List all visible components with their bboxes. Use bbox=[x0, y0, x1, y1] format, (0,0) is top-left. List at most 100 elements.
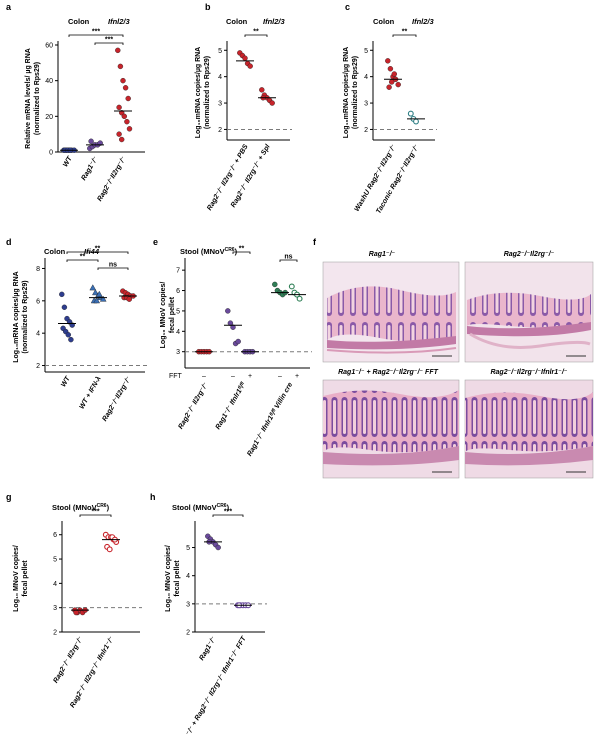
y-tick-label: 3 bbox=[186, 601, 190, 608]
y-tick-label: 60 bbox=[45, 43, 53, 50]
data-point bbox=[61, 304, 68, 310]
fft-sign: + bbox=[295, 373, 299, 380]
fft-sign: + bbox=[248, 373, 252, 380]
y-tick-label: 6 bbox=[36, 298, 40, 305]
significance-label: ns bbox=[109, 262, 117, 269]
data-point bbox=[59, 291, 65, 298]
chart-b: 2 3 4 5 Log₁₀mRNA copies/µg RNA (normalized t… bbox=[195, 29, 292, 212]
y-tick-label: 4 bbox=[176, 329, 180, 336]
y-tick-label: 2 bbox=[36, 363, 40, 370]
svg-text:Ifnl2/3: Ifnl2/3 bbox=[108, 17, 131, 26]
y-tick-label: 3 bbox=[53, 605, 57, 612]
chart-c: 2 3 4 5 Log₁₀mRNA copies/µg RNA (normalized t… bbox=[343, 29, 437, 215]
y-axis-label: Log₁₀mRNA copies/µg RNA bbox=[195, 47, 202, 139]
y-axis-label: Log₁₀mRNA copies/µg RNA bbox=[13, 271, 20, 363]
data-point bbox=[247, 63, 253, 69]
significance-bracket bbox=[97, 267, 129, 270]
data-point bbox=[391, 71, 397, 77]
panel-c-title: Colon Ifnl2/3 bbox=[373, 17, 435, 26]
data-point bbox=[106, 546, 113, 553]
significance-label: ** bbox=[80, 254, 86, 261]
data-point bbox=[387, 66, 394, 72]
significance-bracket bbox=[66, 251, 129, 254]
data-point bbox=[385, 58, 391, 64]
panel-letter-f: f bbox=[313, 237, 317, 247]
panel-letter-h: h bbox=[150, 492, 156, 502]
data-point bbox=[269, 100, 275, 106]
fft-sign: – bbox=[202, 373, 206, 380]
y-tick-label: 40 bbox=[45, 78, 53, 85]
histology-rag1: Rag1⁻/⁻ bbox=[322, 251, 460, 363]
data-point bbox=[124, 118, 130, 125]
data-point bbox=[92, 289, 99, 296]
x-tick-label: Rag2⁻/⁻Il2rg⁻/⁻ bbox=[96, 155, 127, 203]
y-axis-label: Log₁₀ MNoV copies/ bbox=[160, 282, 167, 349]
x-tick-label: Rag1⁻/⁻ bbox=[198, 635, 217, 662]
x-tick-label: Rag2⁻/⁻ Il2rg⁻/⁻ + PBS bbox=[206, 143, 250, 212]
data-point bbox=[120, 77, 126, 84]
significance-label: *** bbox=[105, 37, 113, 44]
y-tick-label: 6 bbox=[176, 288, 180, 295]
data-point bbox=[126, 296, 133, 302]
data-point bbox=[125, 95, 131, 102]
histology-label-rag2-il2rg: Rag2⁻/⁻Il2rg⁻/⁻ bbox=[504, 251, 555, 258]
y-tick-label: 2 bbox=[186, 630, 190, 637]
y-tick-label: 3 bbox=[218, 101, 222, 108]
y-tick-label: 2 bbox=[364, 127, 368, 134]
significance-bracket bbox=[68, 34, 124, 37]
y-axis-label: (normalized to Rps29) bbox=[352, 56, 359, 129]
data-point bbox=[296, 295, 303, 302]
y-axis-label: Relative mRNA levels/ µg RNA bbox=[25, 48, 32, 149]
fft-sign: – bbox=[278, 373, 282, 380]
data-point bbox=[68, 336, 74, 343]
histology-rag2-il2rg: Rag2⁻/⁻Il2rg⁻/⁻ bbox=[464, 251, 594, 363]
data-point bbox=[116, 104, 122, 111]
y-tick-label: 6 bbox=[53, 532, 57, 539]
y-tick-label: 0 bbox=[49, 150, 53, 157]
data-point bbox=[389, 79, 395, 85]
chart-g: 2 3 4 5 6 Log₁₀ MNoV copies/fecal pellet *** Ra… bbox=[13, 509, 142, 709]
data-point bbox=[115, 47, 121, 54]
x-tick-label: Rag1⁻/⁻ bbox=[80, 155, 99, 182]
x-tick-label: WashU Rag2⁻/⁻Il2rg⁻/⁻ bbox=[354, 143, 398, 213]
x-tick-label: Rag2⁻/⁻ Il2rg⁻/⁻ + Spl bbox=[230, 143, 272, 209]
significance-label: ** bbox=[95, 246, 101, 253]
data-point bbox=[99, 295, 107, 302]
significance-bracket bbox=[232, 251, 251, 254]
panel-letter-e: e bbox=[153, 237, 158, 247]
group-label: Rag2⁻/⁻ Il2rg⁻/⁻ bbox=[177, 381, 209, 430]
histology-label-rag2-il2rg-ifnlr1: Rag2⁻/⁻Il2rg⁻/⁻Ifnlr1⁻/⁻ bbox=[490, 369, 567, 376]
data-point bbox=[215, 544, 221, 551]
significance-bracket bbox=[212, 514, 244, 517]
data-point bbox=[117, 63, 124, 70]
data-point bbox=[395, 81, 401, 88]
panel-letter-a: a bbox=[6, 2, 12, 12]
x-tick-label: Rag2⁻/⁻ Il2rg⁻/⁻ bbox=[52, 635, 84, 684]
panel-letter-c: c bbox=[345, 2, 350, 12]
panel-d-title: Colon Ifi44 bbox=[44, 247, 100, 256]
chart-e: 3 4 5 6 7 Log₁₀ MNoV copies/fecal pellet ** ns F… bbox=[160, 246, 312, 458]
significance-label: *** bbox=[91, 509, 99, 516]
y-tick-label: 4 bbox=[364, 74, 368, 81]
data-point bbox=[95, 290, 103, 297]
y-axis-label: (normalized to Rps29) bbox=[204, 56, 211, 129]
significance-bracket bbox=[279, 259, 298, 262]
y-axis-label: fecal pellet bbox=[174, 560, 181, 597]
data-point bbox=[121, 113, 128, 120]
panel-e-title: Stool (MNoVCR6) bbox=[180, 247, 238, 256]
svg-text:Ifnl2/3: Ifnl2/3 bbox=[263, 17, 286, 26]
svg-text:Stool (MNoVCR6): Stool (MNoVCR6) bbox=[52, 503, 110, 512]
significance-label: ** bbox=[402, 29, 408, 36]
y-axis-label: (normalized to Rps29) bbox=[22, 280, 29, 353]
data-point bbox=[88, 138, 94, 145]
data-point bbox=[93, 297, 101, 304]
y-tick-label: 5 bbox=[176, 308, 180, 315]
significance-bracket bbox=[392, 34, 417, 37]
y-axis-label: Log₁₀ MNoV copies/ bbox=[165, 545, 172, 612]
y-tick-label: 4 bbox=[36, 331, 40, 338]
x-tick-label: Rag1⁻/⁻ + Rag2⁻/⁻ Il2rg⁻/⁻ Ifnlr1⁻/⁻ FFT bbox=[177, 635, 248, 734]
y-axis-label: fecal pellet bbox=[22, 560, 29, 597]
svg-text:Colon: Colon bbox=[226, 17, 248, 26]
svg-text:Colon: Colon bbox=[68, 17, 90, 26]
